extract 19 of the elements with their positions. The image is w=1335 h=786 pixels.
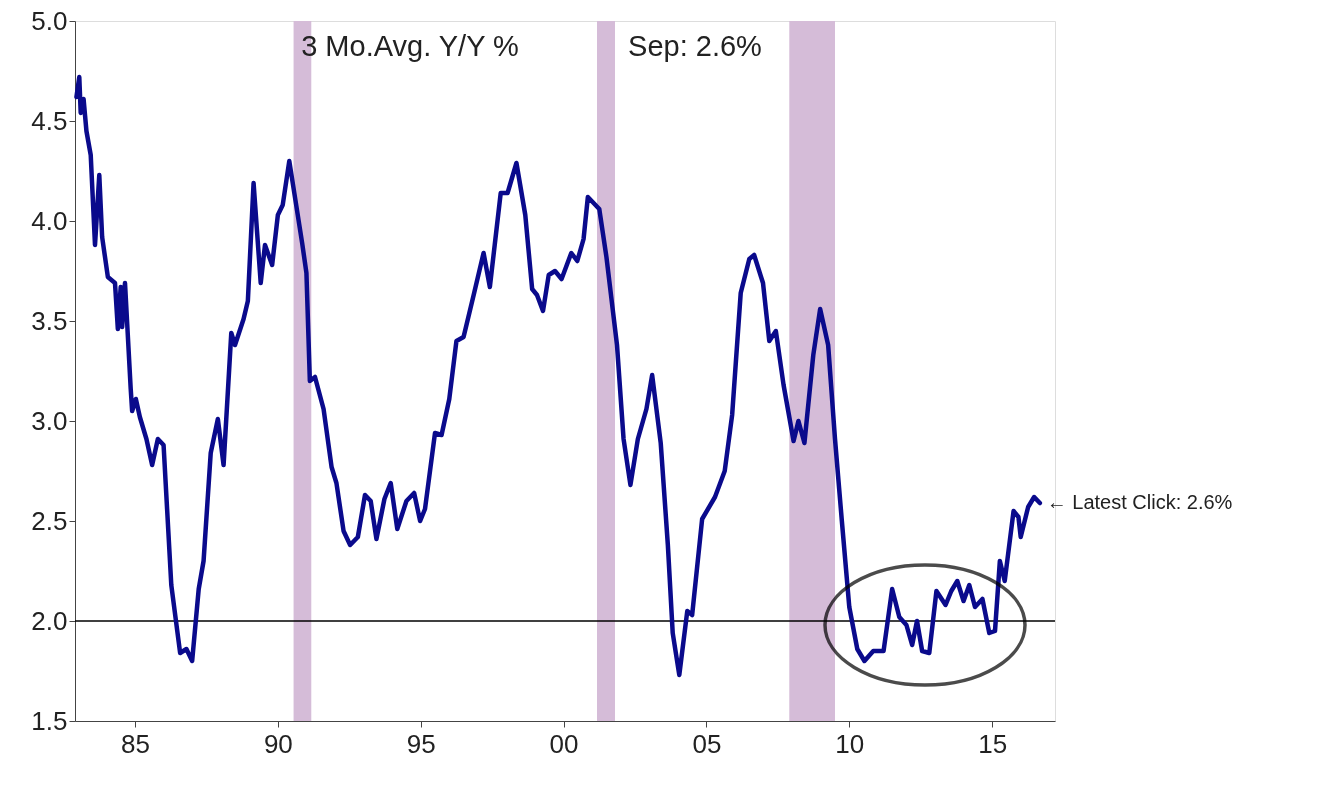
x-tick-label: 90	[263, 728, 293, 759]
x-tick-label: 05	[692, 728, 722, 759]
annotation: Sep: 2.6%	[628, 30, 762, 62]
annotation: 3 Mo.Avg. Y/Y %	[301, 30, 519, 62]
x-tick-label: 95	[406, 728, 436, 759]
y-tick-label: 5.0	[31, 5, 68, 36]
y-tick-label: 1.5	[31, 705, 68, 736]
y-tick-label: 3.0	[31, 405, 68, 436]
x-tick-label: 15	[978, 728, 1008, 759]
line-series	[74, 74, 1043, 678]
y-tick-label: 2.0	[31, 605, 68, 636]
annotation: ← Latest Click: 2.6%	[1046, 491, 1233, 513]
x-tick-label: 00	[549, 728, 579, 759]
x-tick-label: 85	[121, 728, 150, 759]
y-tick-label: 2.5	[31, 505, 68, 536]
y-tick-label: 4.0	[31, 205, 68, 236]
y-tick-label: 3.5	[31, 305, 68, 336]
x-tick-label: 10	[835, 728, 865, 759]
y-tick-label: 4.5	[31, 105, 68, 136]
